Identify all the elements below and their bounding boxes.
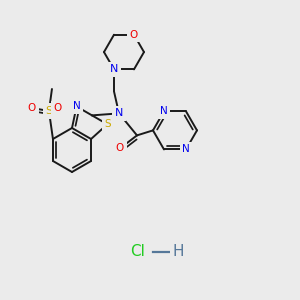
Text: N: N [73,101,80,112]
Text: N: N [110,64,118,74]
Text: N: N [160,106,168,116]
Text: N: N [182,144,190,154]
Text: O: O [130,30,138,40]
Text: N: N [115,108,123,118]
Text: H: H [172,244,184,260]
Text: S: S [45,106,52,116]
Text: O: O [28,103,36,113]
Text: O: O [116,143,124,153]
Text: Cl: Cl [130,244,146,260]
Text: S: S [104,119,111,129]
Text: O: O [54,103,62,113]
